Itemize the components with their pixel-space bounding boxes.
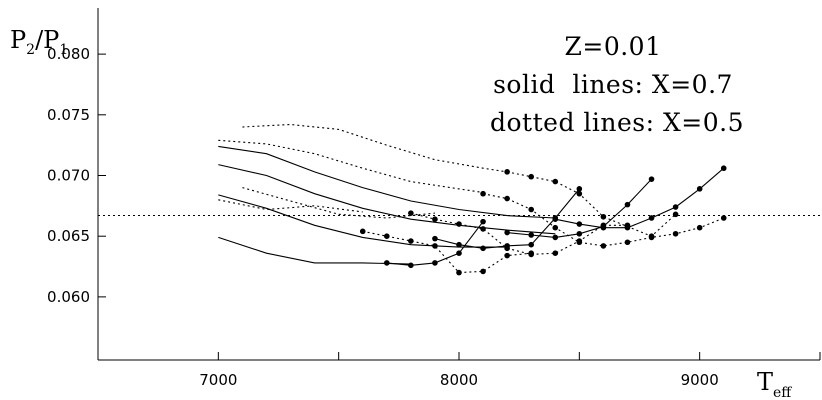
annotation-dotted: dotted lines: X=0.5 [490, 108, 744, 137]
solid-sequence-point [552, 234, 559, 241]
solid-sequence-point [432, 235, 438, 242]
annotation-z: Z=0.01 [565, 32, 662, 61]
solid-sequence-point [456, 250, 462, 256]
y-tick-label: 0.065 [47, 227, 90, 245]
y-tick-label: 0.070 [47, 167, 90, 185]
dotted-sequence-point [552, 250, 559, 256]
dotted-sequence-point [528, 173, 534, 180]
solid-sequence-4 [555, 167, 725, 229]
solid-sequence-point [528, 232, 534, 238]
dotted-sequence-point [600, 222, 607, 229]
dotted-sequence-3 [482, 193, 724, 247]
y-axis-label: P2/P1 [10, 26, 68, 58]
tick-layer: 0.060 0.065 0.070 0.075 0.080 7000 8000 9000 [47, 45, 821, 389]
dotted-sequence-point [600, 213, 607, 220]
dotted-sequence-point [480, 190, 486, 197]
dotted-sequence-point [359, 228, 366, 235]
point-layer [359, 165, 727, 276]
solid-sequence-point [408, 262, 414, 269]
dotted-sequence-point [408, 238, 414, 244]
annotation-solid: solid lines: X=0.7 [493, 70, 733, 99]
dotted-sequence-point [600, 243, 607, 249]
dotted-sequence-point [672, 211, 679, 218]
dotted-sequence-point [552, 178, 559, 185]
dotted-sequence-2 [410, 212, 628, 255]
dotted-curve-1 [242, 123, 508, 173]
solid-curve-1 [218, 145, 556, 219]
dotted-sequence-point [504, 169, 510, 175]
dotted-sequence-point [384, 233, 390, 239]
solid-curve-3 [218, 194, 508, 248]
solid-sequence-point [480, 245, 486, 252]
solid-sequence-point [648, 215, 655, 221]
y-tick-label: 0.060 [47, 288, 90, 306]
dotted-sequence-point [576, 239, 583, 246]
solid-sequence-point [576, 230, 583, 237]
dotted-sequence-point [624, 223, 631, 230]
solid-sequence-point [648, 176, 655, 182]
dotted-sequence-point [480, 268, 486, 275]
dotted-sequence-1 [362, 230, 532, 274]
solid-sequence-point [720, 165, 727, 172]
solid-sequence-point [672, 204, 679, 210]
dotted-curve-3 [218, 199, 363, 213]
plot-frame [97, 8, 820, 361]
dotted-sequence-point [528, 206, 534, 213]
dotted-sequence-point [408, 210, 414, 216]
solid-sequence-point [456, 241, 462, 248]
dotted-sequence-point [432, 243, 438, 249]
dotted-sequence-4 [506, 171, 676, 237]
dotted-sequence-point [672, 230, 679, 237]
y-tick-label: 0.075 [47, 106, 90, 124]
solid-sequence-point [624, 201, 631, 208]
solid-sequence-point [504, 229, 510, 236]
x-tick-label: 9000 [681, 371, 719, 389]
solid-sequence-point [384, 260, 390, 266]
dotted-sequence-point [504, 195, 510, 202]
dotted-sequence-point [576, 190, 583, 197]
solid-curve-4 [218, 236, 411, 265]
solid-sequence-point [552, 216, 559, 222]
dotted-curve-2 [218, 139, 484, 194]
dotted-sequence-point [720, 215, 727, 221]
series-layer [218, 123, 725, 274]
y-tick-label: 0.080 [47, 45, 90, 63]
dotted-sequence-point [504, 245, 510, 252]
solid-sequence-point [576, 221, 583, 227]
solid-sequence-point [432, 260, 438, 266]
x-axis-label: Teff [757, 368, 792, 400]
solid-sequence-point [576, 186, 583, 192]
dotted-sequence-point [696, 224, 703, 231]
dotted-sequence-point [456, 269, 462, 276]
dotted-sequence-point [504, 252, 510, 259]
dotted-sequence-point [432, 216, 438, 222]
dotted-sequence-point [552, 224, 559, 231]
dotted-sequence-point [624, 239, 631, 246]
dotted-curve-4 [242, 187, 435, 219]
x-tick-label: 8000 [440, 371, 478, 389]
solid-sequence-point [528, 241, 534, 248]
solid-sequence-point [696, 186, 703, 192]
dotted-sequence-point [528, 251, 534, 258]
solid-curve-2 [218, 164, 556, 235]
dotted-sequence-point [480, 226, 486, 232]
dotted-sequence-point [648, 233, 655, 239]
x-tick-label: 7000 [199, 371, 237, 389]
dotted-sequence-point [456, 221, 462, 227]
solid-sequence-point [480, 218, 486, 225]
